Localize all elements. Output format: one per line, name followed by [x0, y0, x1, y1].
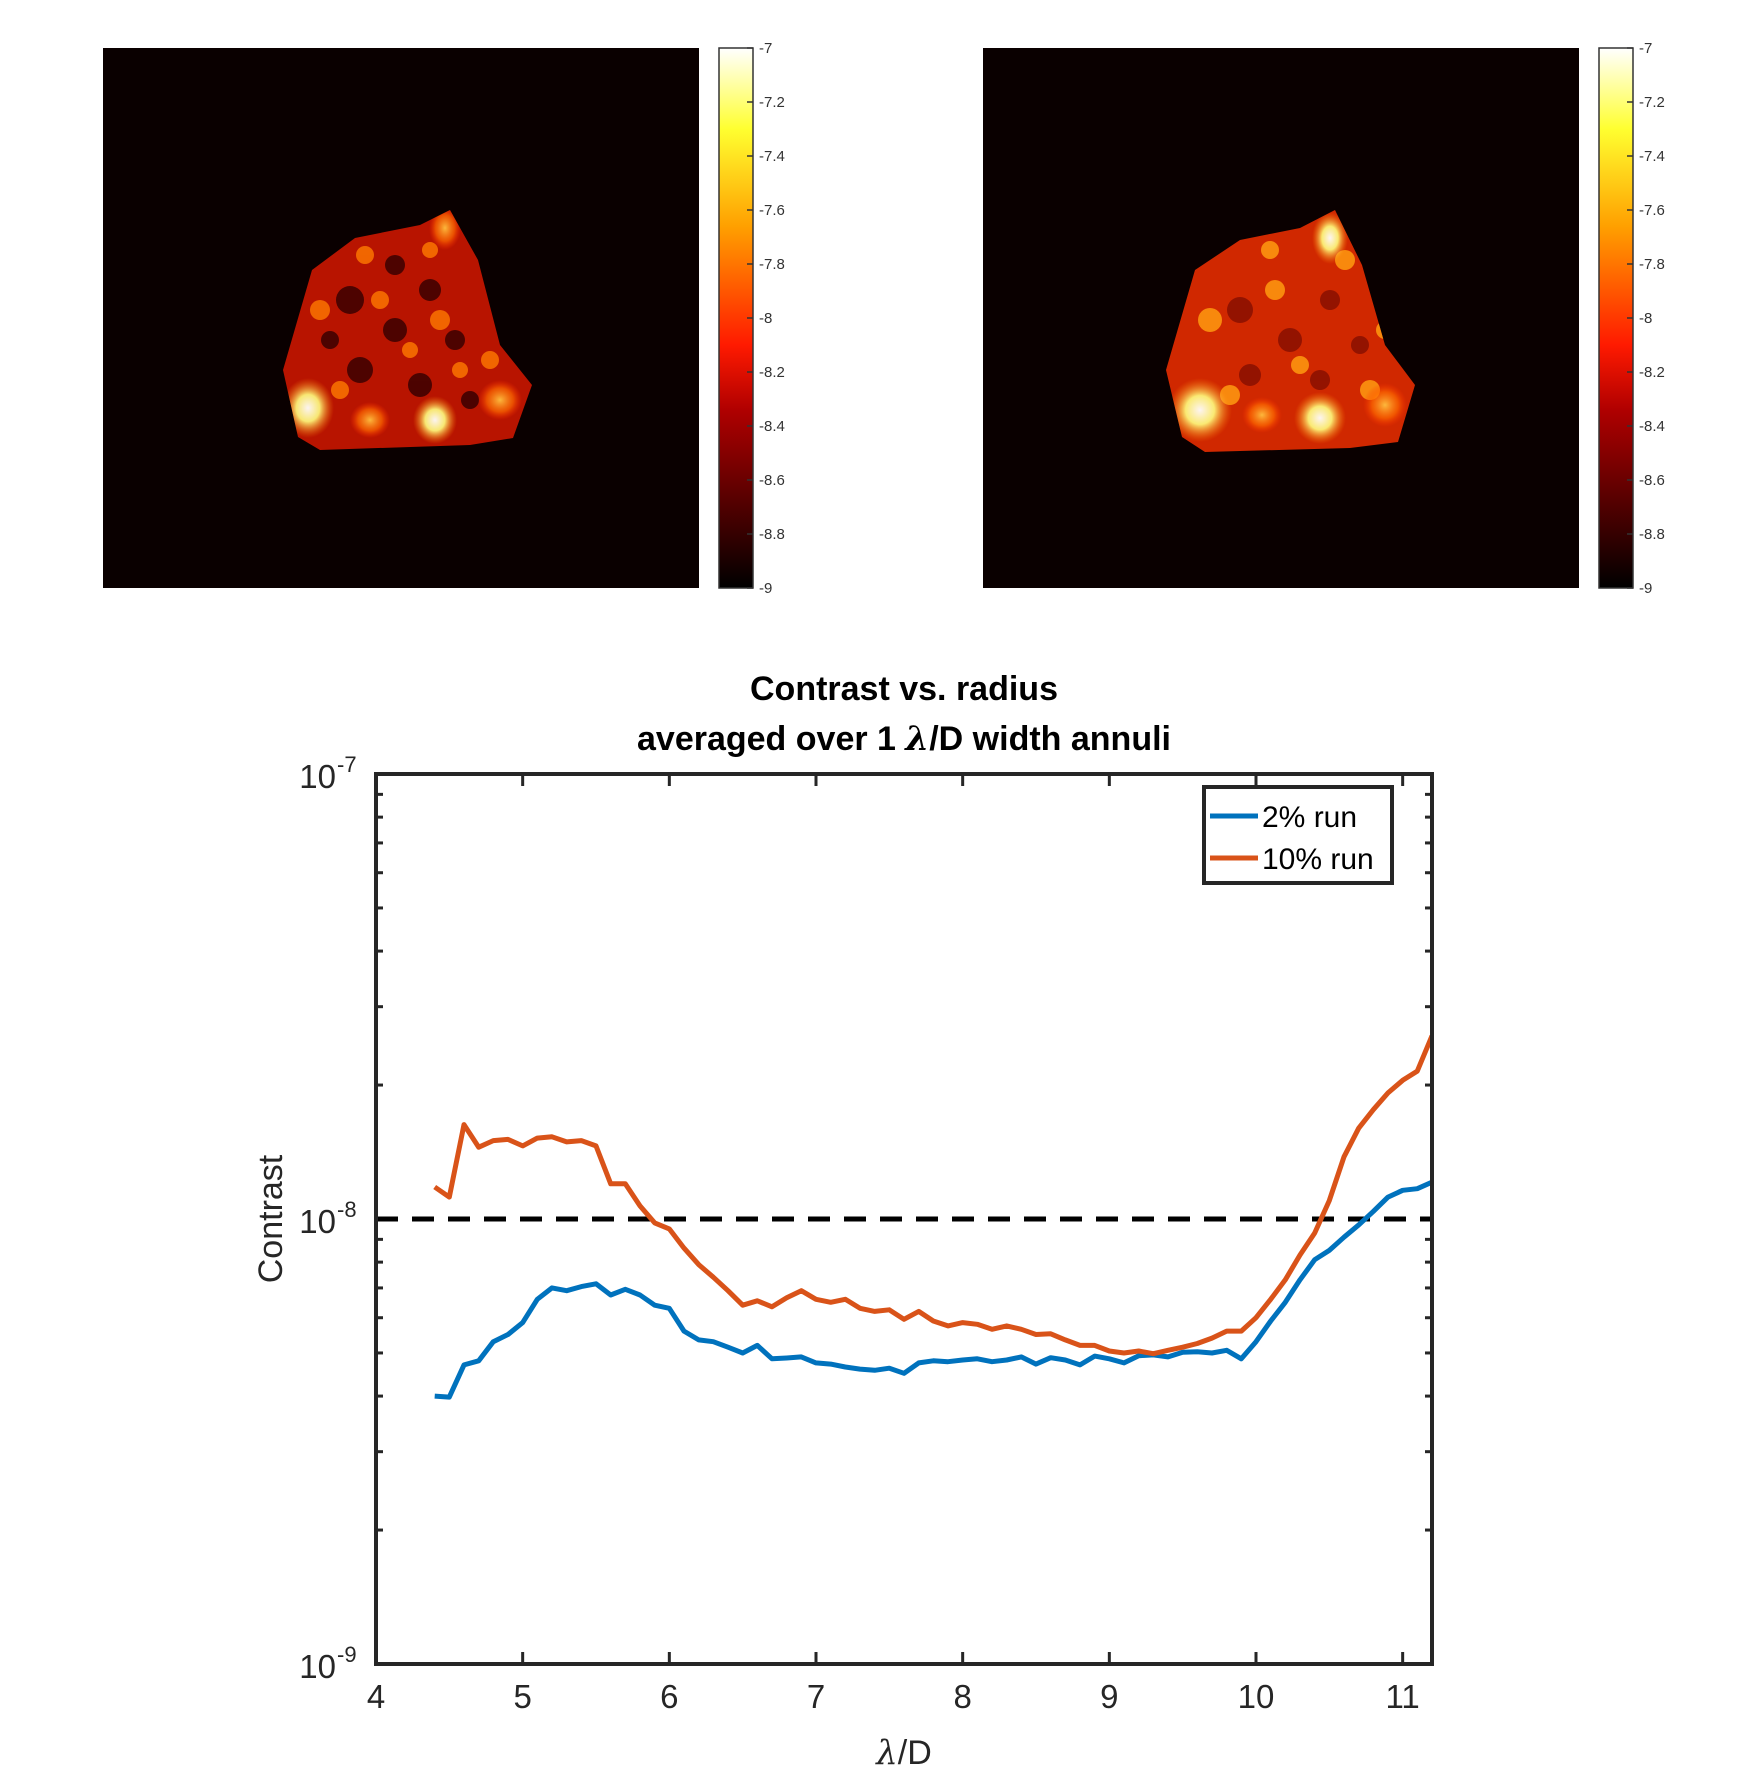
legend-label-2pct: 2% run — [1262, 801, 1357, 834]
legend-label-10pct: 10% run — [1262, 843, 1374, 876]
colorbar-tick-label: -8.4 — [759, 418, 785, 435]
x-tick-label: 6 — [660, 1678, 678, 1715]
y-tick-label: 10 — [299, 758, 336, 795]
x-tick-label: 8 — [953, 1678, 971, 1715]
legend: 2% run 10% run — [1202, 785, 1394, 885]
series-layer — [376, 1034, 1432, 1400]
heatmap-left — [103, 48, 699, 588]
x-axis-label: λ/D — [874, 1733, 932, 1773]
colorbar-tick-label: -9 — [1639, 580, 1652, 597]
colorbar-tick-label: -7 — [1639, 40, 1652, 57]
x-tick-label: 11 — [1386, 1678, 1420, 1715]
x-tick-label: 4 — [367, 1678, 385, 1715]
colorbar-tick-label: -7.4 — [1639, 148, 1665, 165]
y-tick-exponent: -8 — [337, 1197, 357, 1222]
colorbar-tick-label: -8.2 — [759, 364, 785, 381]
colorbar-tick-label: -7 — [759, 40, 772, 57]
colorbar-right: -7 -7.2 -7.4 -7.6 -7.8 -8 -8.2 -8.4 -8.6 -8.8 -9 — [1598, 40, 1665, 597]
series-line-10pct — [433, 1034, 1432, 1357]
colorbar-tick-label: -8.4 — [1639, 418, 1665, 435]
colorbar-tick-label: -7.6 — [1639, 202, 1665, 219]
colorbar-tick-label: -7.6 — [759, 202, 785, 219]
colorbar-tick-label: -7.2 — [1639, 94, 1665, 111]
series-line-2pct — [434, 1179, 1432, 1400]
y-tick-label: 10 — [299, 1203, 336, 1240]
y-tick-exponent: -7 — [337, 752, 357, 777]
colorbar-tick-label: -7.8 — [759, 256, 785, 273]
line-chart: Contrast vs. radius averaged over 1 λ/D … — [252, 670, 1434, 1773]
x-tick-label: 7 — [807, 1678, 825, 1715]
colorbar-tick-label: -8.6 — [1639, 472, 1665, 489]
x-tick-labels: 4 5 6 7 8 9 10 11 — [367, 1678, 1420, 1715]
colorbar-left: -7 -7.2 -7.4 -7.6 -7.8 -8 -8.2 -8.4 -8.6 -8.8 -9 — [718, 40, 785, 597]
y-tick-label: 10 — [299, 1648, 336, 1685]
legend-box — [1202, 785, 1394, 885]
x-tick-label: 9 — [1100, 1678, 1118, 1715]
colorbar-tick-label: -8.2 — [1639, 364, 1665, 381]
colorbar-tick-label: -7.8 — [1639, 256, 1665, 273]
colorbar-tick-label: -7.2 — [759, 94, 785, 111]
colorbar-tick-label: -8.8 — [1639, 526, 1665, 543]
plot-frame — [374, 772, 1434, 1666]
colorbar-tick-label: -8.6 — [759, 472, 785, 489]
x-tick-label: 5 — [513, 1678, 531, 1715]
colorbar-tick-label: -8.8 — [759, 526, 785, 543]
x-tick-label: 10 — [1238, 1678, 1275, 1715]
heatmap-right — [983, 48, 1579, 588]
colorbar-left-ticks: -7 -7.2 -7.4 -7.6 -7.8 -8 -8.2 -8.4 -8.6 -8.8 -9 — [747, 40, 785, 597]
chart-title-line1: Contrast vs. radius — [750, 670, 1058, 708]
chart-title-line2: averaged over 1 λ/D width annuli — [637, 719, 1171, 759]
y-tick-labels: 10-910-810-7 — [299, 752, 356, 1685]
y-axis-label: Contrast — [252, 1154, 290, 1283]
colorbar-tick-label: -7.4 — [759, 148, 785, 165]
y-tick-exponent: -9 — [337, 1642, 357, 1667]
colorbar-tick-label: -8 — [1639, 310, 1652, 327]
colorbar-tick-label: -8 — [759, 310, 772, 327]
colorbar-tick-label: -9 — [759, 580, 772, 597]
colorbar-right-ticks: -7 -7.2 -7.4 -7.6 -7.8 -8 -8.2 -8.4 -8.6 -8.8 -9 — [1627, 40, 1665, 597]
